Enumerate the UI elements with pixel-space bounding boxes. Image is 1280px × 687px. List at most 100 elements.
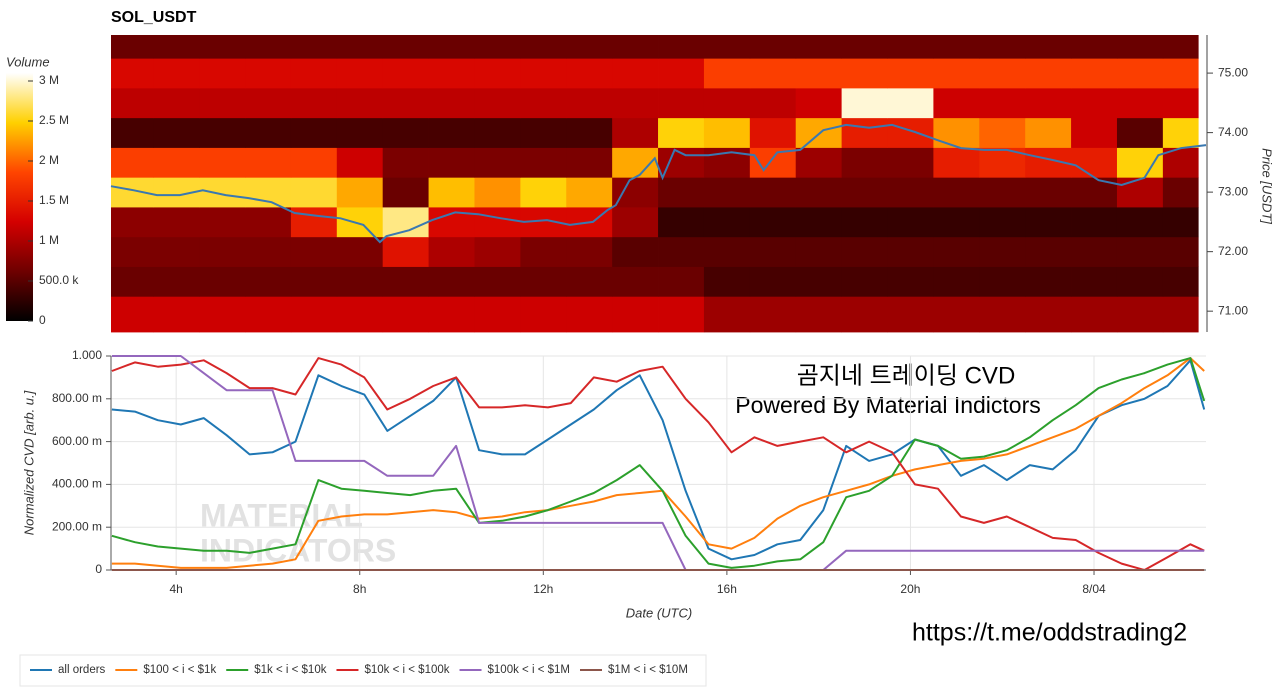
- heat-cell: [1162, 117, 1199, 148]
- heat-cell: [336, 296, 384, 333]
- heat-cell: [1116, 207, 1164, 238]
- heat-cell: [933, 117, 980, 148]
- y-tick-label: 800.00 m: [52, 391, 102, 405]
- heat-cell: [933, 58, 980, 89]
- heat-cell: [566, 117, 613, 148]
- heat-cell: [979, 35, 1026, 59]
- heat-cell: [566, 296, 613, 333]
- heat-cell: [245, 58, 292, 89]
- heat-cell: [1162, 58, 1199, 89]
- heat-cell: [290, 266, 338, 297]
- heat-cell: [749, 296, 797, 333]
- y2-tick-label: 71.00: [1218, 303, 1248, 317]
- legend-label: $1M < i < $10M: [608, 664, 688, 676]
- heat-cell: [749, 35, 797, 59]
- heat-cell: [428, 35, 475, 59]
- x-tick-label: 8/04: [1082, 582, 1106, 596]
- heat-cell: [841, 296, 888, 333]
- y-axis-label: Normalized CVD [arb. u.]: [21, 390, 36, 535]
- heat-cell: [612, 117, 659, 148]
- heat-cell: [428, 87, 475, 119]
- heat-cell: [290, 35, 338, 59]
- heat-cell: [336, 35, 384, 59]
- heat-cell: [612, 35, 659, 59]
- heat-cell: [1116, 117, 1164, 148]
- heat-cell: [428, 177, 475, 208]
- heat-cell: [612, 87, 659, 119]
- heat-cell: [290, 87, 338, 119]
- heat-cell: [703, 236, 751, 267]
- heat-cell: [153, 207, 200, 238]
- heat-cell: [199, 117, 246, 148]
- heat-cell: [1071, 87, 1118, 119]
- heat-cell: [1116, 58, 1164, 89]
- heat-cell: [795, 35, 843, 59]
- heat-cell: [933, 236, 980, 267]
- heat-cell: [111, 117, 154, 148]
- heat-cell: [1162, 266, 1199, 297]
- heat-cell: [887, 236, 934, 267]
- heat-cell: [612, 236, 659, 267]
- heat-cell: [474, 207, 521, 238]
- heat-cell: [245, 147, 292, 178]
- heat-cell: [841, 177, 888, 208]
- heat-cell: [428, 117, 475, 148]
- heat-cell: [290, 117, 338, 148]
- heat-cell: [979, 117, 1026, 148]
- heat-cell: [1071, 35, 1118, 59]
- heat-cell: [153, 236, 200, 267]
- heat-cell: [749, 87, 797, 119]
- heat-cell: [1162, 207, 1199, 238]
- heat-cell: [887, 147, 934, 178]
- legend: all orders $100 < i < $1k $1k < i < $10k $1…: [30, 664, 688, 676]
- heat-cell: [979, 207, 1026, 238]
- heat-cell: [1071, 147, 1118, 178]
- heat-cell: [428, 207, 475, 238]
- heat-cell: [111, 296, 154, 333]
- heat-cell: [887, 296, 934, 333]
- heat-cell: [703, 177, 751, 208]
- heat-cell: [336, 266, 384, 297]
- heat-cell: [520, 266, 567, 297]
- heat-cell: [1162, 296, 1199, 333]
- y-tick-label: 400.00 m: [52, 477, 102, 491]
- heat-cell: [612, 266, 659, 297]
- heat-cell: [749, 266, 797, 297]
- y2-axis-label: Price [USDT]: [1260, 148, 1275, 224]
- heat-cell: [290, 236, 338, 267]
- heat-cell: [1116, 147, 1164, 178]
- heat-cell: [153, 266, 200, 297]
- heat-cell: [245, 266, 292, 297]
- heat-cell: [382, 87, 429, 119]
- heat-cell: [658, 58, 705, 89]
- heat-cell: [1071, 296, 1118, 333]
- heat-cell: [841, 58, 888, 89]
- heat-cell: [841, 35, 888, 59]
- heat-cell: [566, 147, 613, 178]
- heat-cell: [566, 58, 613, 89]
- legend-label: $100 < i < $1k: [143, 664, 216, 676]
- heat-cell: [199, 207, 246, 238]
- heat-cell: [566, 35, 613, 59]
- y2-tick-label: 72.00: [1218, 244, 1248, 258]
- heat-cell: [153, 117, 200, 148]
- heat-cell: [111, 147, 154, 178]
- heat-cell: [290, 207, 338, 238]
- heat-cell: [1162, 35, 1199, 59]
- heat-cell: [199, 147, 246, 178]
- legend-label: $100k < i < $1M: [488, 664, 570, 676]
- heat-cell: [703, 58, 751, 89]
- heat-cell: [199, 58, 246, 89]
- heat-cell: [887, 177, 934, 208]
- colorbar: [6, 73, 33, 321]
- heat-cell: [612, 177, 659, 208]
- heat-cell: [199, 35, 246, 59]
- heat-cell: [1025, 58, 1072, 89]
- heat-cell: [520, 117, 567, 148]
- heat-cell: [703, 117, 751, 148]
- cvd-line: [111, 359, 1206, 561]
- heat-cell: [382, 58, 429, 89]
- heat-cell: [153, 35, 200, 59]
- y-tick-label: 600.00 m: [52, 434, 102, 448]
- colorbar-tick-label: 2 M: [39, 153, 59, 167]
